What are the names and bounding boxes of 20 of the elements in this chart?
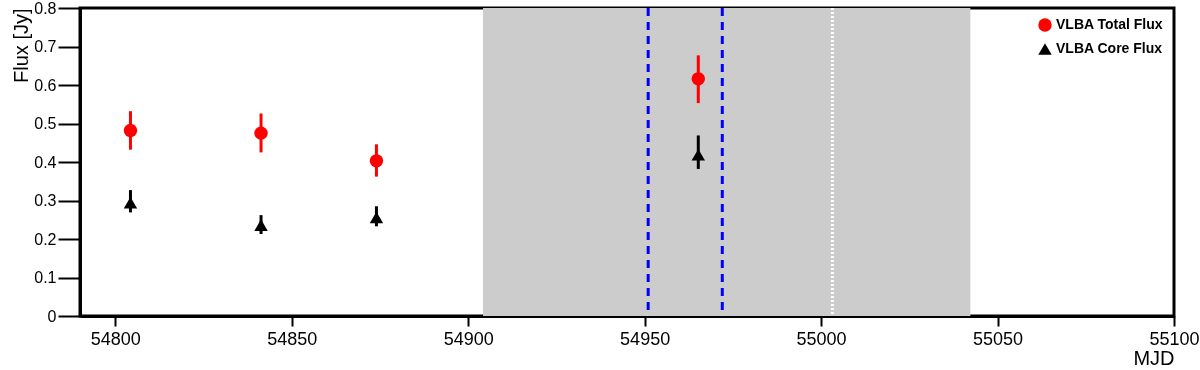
x-tick-label: 54950 xyxy=(620,328,671,349)
x-tick-label: 55100 xyxy=(1149,328,1200,349)
y-tick-label: 0.1 xyxy=(34,269,57,286)
y-tick-label: 0.3 xyxy=(34,192,57,209)
legend-label: VLBA Total Flux xyxy=(1056,16,1163,32)
y-axis-title: Flux [Jy] xyxy=(10,8,33,83)
x-axis-title: MJD xyxy=(1133,346,1175,369)
y-tick-label: 0.8 xyxy=(34,0,57,17)
y-tick-label: 0.6 xyxy=(34,76,57,94)
y-tick-label: 0 xyxy=(47,307,57,325)
x-tick-label: 54850 xyxy=(267,328,318,349)
x-tick-label: 54900 xyxy=(443,328,494,349)
y-tick-label: 0.5 xyxy=(34,115,57,132)
x-tick-label: 55050 xyxy=(973,328,1024,349)
x-tick-label: 54800 xyxy=(90,328,141,349)
y-tick-label: 0.4 xyxy=(34,153,57,171)
legend-label: VLBA Core Flux xyxy=(1056,40,1163,56)
y-tick-label: 0.2 xyxy=(34,230,57,248)
x-tick-label: 55000 xyxy=(796,328,847,349)
y-tick-label: 0.7 xyxy=(34,38,57,55)
